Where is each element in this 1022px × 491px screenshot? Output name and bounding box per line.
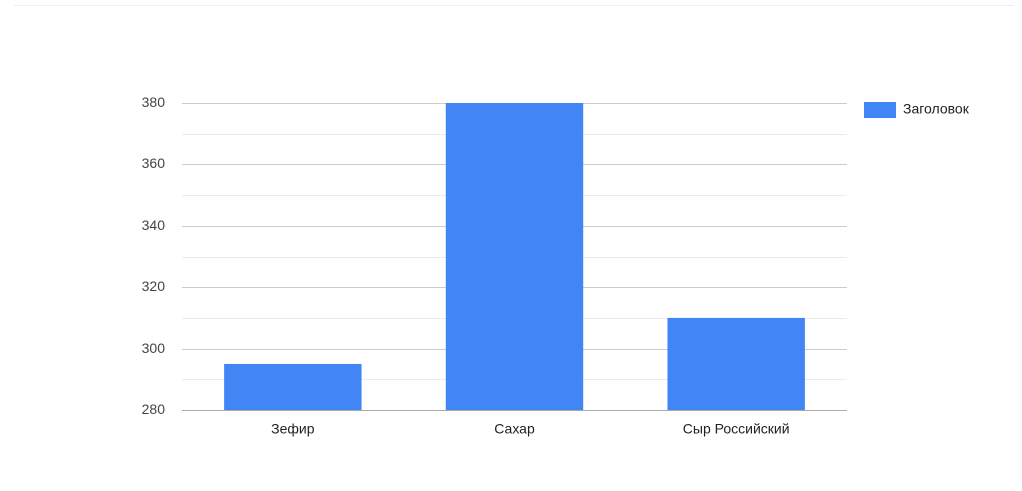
bar bbox=[667, 317, 805, 410]
x-tick-label: Зефир bbox=[271, 421, 315, 437]
x-tick-label: Сыр Российский bbox=[683, 421, 790, 437]
y-tick-label: 300 bbox=[142, 340, 166, 356]
y-tick-label: 360 bbox=[142, 155, 166, 171]
bar bbox=[224, 363, 362, 410]
y-tick-label: 280 bbox=[142, 401, 166, 417]
x-tick-label: Сахар bbox=[494, 421, 535, 437]
legend-label: Заголовок bbox=[903, 101, 970, 117]
y-tick-label: 320 bbox=[142, 278, 166, 294]
y-tick-label: 340 bbox=[142, 217, 166, 233]
y-tick-label: 380 bbox=[142, 94, 166, 110]
legend-swatch bbox=[864, 102, 896, 118]
bar bbox=[445, 103, 584, 410]
